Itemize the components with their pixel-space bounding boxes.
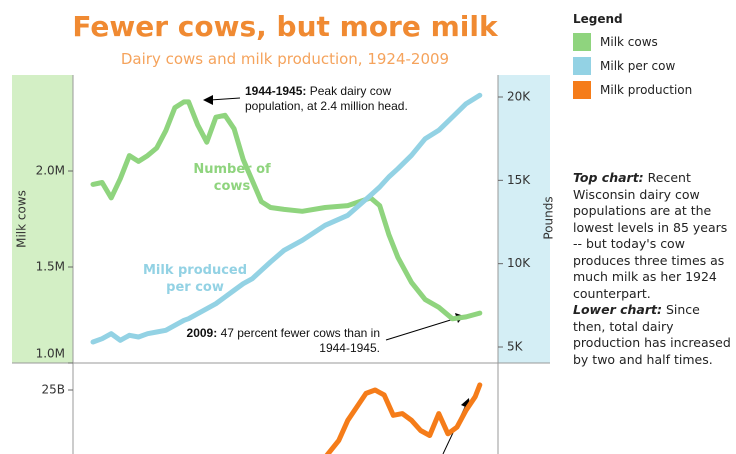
y2-tick-label: 5K — [507, 340, 524, 354]
y-axis-label: Milk cows — [15, 190, 29, 248]
y2-tick-label: 10K — [507, 256, 531, 270]
note-text: Since then, total dairy production has i… — [573, 302, 731, 367]
data-line — [90, 92, 483, 345]
note-label: Top chart: — [573, 170, 644, 185]
legend-label: Milk cows — [600, 35, 658, 49]
legend-label: Milk per cow — [600, 59, 676, 73]
subtitle: Dairy cows and milk production, 1924-200… — [120, 50, 450, 68]
arrowhead — [203, 95, 213, 105]
legend: Legend Milk cows Milk per cow Milk produ… — [573, 12, 692, 102]
arrow — [385, 317, 458, 341]
y2-axis-label: Pounds — [542, 196, 556, 239]
annotation-label: 2009: — [186, 326, 218, 340]
legend-title: Legend — [573, 12, 623, 26]
y-tick-label: 2.0M — [36, 164, 65, 178]
notes: Top chart: Recent Wisconsin dairy cow po… — [573, 170, 733, 368]
y2-tick-label: 15K — [507, 173, 531, 187]
data-line — [90, 99, 483, 322]
y2-tick-label: 20K — [507, 90, 531, 104]
legend-label: Milk production — [600, 83, 693, 97]
left-axis-band — [12, 75, 73, 363]
data-line — [324, 382, 483, 454]
legend-swatch — [573, 57, 591, 75]
title: Fewer cows, but more milk — [72, 10, 498, 43]
y-tick-label: 1.0M — [36, 347, 65, 361]
annotation: 2009: 47 percent fewer cows than in 1944… — [168, 326, 380, 356]
legend-swatch — [573, 81, 591, 99]
legend-item: Milk production — [573, 78, 692, 102]
y-tick-label: 25B — [41, 382, 65, 396]
series-label: Number of cows — [193, 162, 271, 194]
annotation-text: Peak dairy cow population, at 2.4 millio… — [245, 84, 408, 113]
y-tick-label: 1.5M — [36, 260, 65, 274]
arrow — [209, 97, 241, 101]
legend-item: Milk per cow — [573, 54, 692, 78]
legend-item: Milk cows — [573, 30, 692, 54]
series-label: Milk produced per cow — [142, 263, 248, 295]
annotation: 1944-1945: Peak dairy cow population, at… — [245, 84, 440, 114]
legend-swatch — [573, 33, 591, 51]
note-label: Lower chart: — [573, 302, 662, 317]
right-axis-band — [498, 75, 550, 363]
annotation-label: 1944-1945: — [245, 84, 307, 98]
annotation-text: 47 percent fewer cows than in 1944-1945. — [220, 326, 380, 355]
note-text: Recent Wisconsin dairy cow populations a… — [573, 170, 728, 301]
